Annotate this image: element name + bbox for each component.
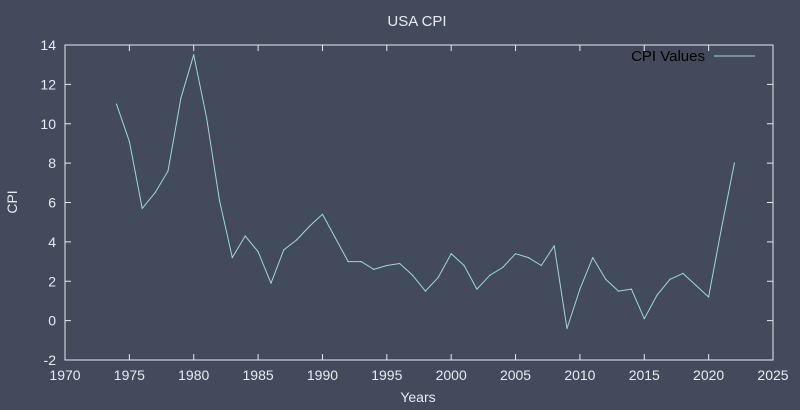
x-tick-label: 1995 [371,367,402,383]
x-tick-label: 2010 [564,367,595,383]
legend: CPI Values [631,48,755,65]
data-point [154,192,156,194]
data-point [270,282,272,284]
data-point [553,245,555,247]
data-point [489,274,491,276]
x-tick-label: 2015 [629,367,660,383]
y-tick-label: 6 [48,195,56,211]
y-tick-label: 12 [40,76,56,92]
data-point [231,257,233,259]
data-point [334,237,336,239]
y-tick-label: 0 [48,313,56,329]
x-tick-label: 2025 [757,367,788,383]
x-tick-label: 2020 [693,367,724,383]
data-point [115,103,118,105]
chart-title: USA CPI [387,13,446,30]
data-point [592,257,594,259]
data-point [605,278,607,280]
data-point [296,239,298,241]
series-layer [115,54,735,330]
data-point [579,288,581,290]
data-point [386,264,388,267]
data-point [360,260,362,263]
y-tick-label: 2 [48,273,56,289]
data-point [476,288,478,290]
data-point [373,268,375,271]
x-tick-label: 1985 [243,367,274,383]
data-point [514,253,517,255]
x-tick-label: 1975 [114,367,145,383]
y-tick-label: 8 [48,155,56,171]
y-axis-label: CPI [4,190,20,213]
data-point [411,274,414,276]
data-point [463,264,465,267]
data-point [733,162,735,164]
x-tick-label: 1990 [307,367,338,383]
data-point [695,284,697,286]
data-point [244,235,246,237]
data-point [527,257,530,259]
data-point [720,227,723,229]
data-point [321,213,324,215]
data-point [283,249,285,251]
data-point [656,294,658,296]
data-point [502,266,504,269]
y-tick-label: 10 [40,116,56,132]
data-point [218,199,221,202]
data-point [308,225,311,227]
data-point [141,207,143,210]
x-axis-ticks: 1970 1975 1980 1985 1990 1995 2000 2005 2010 2015… [49,45,789,383]
y-tick-label: 14 [40,37,56,53]
data-point [540,264,542,267]
data-point [566,327,568,330]
data-point [708,296,710,298]
x-tick-label: 1980 [178,367,209,383]
data-point [450,253,452,255]
data-point [180,97,182,99]
data-point [437,276,439,278]
data-point [399,262,401,265]
data-point [617,290,620,292]
data-point [347,260,349,263]
data-point [193,54,195,56]
data-point [643,318,645,320]
x-tick-label: 1970 [49,367,80,383]
data-point [206,117,208,119]
data-point [630,288,633,290]
data-point [128,140,130,143]
data-point [424,290,427,292]
y-tick-label: 4 [48,234,56,250]
legend-label: CPI Values [631,48,705,65]
data-point [167,170,169,172]
y-tick-label: -2 [44,352,57,368]
x-tick-label: 2000 [436,367,467,383]
data-point [682,272,684,274]
y-axis-ticks: -2 0 2 4 6 8 10 12 14 [40,37,773,368]
x-tick-label: 2005 [500,367,531,383]
data-point [257,251,259,253]
data-point [669,278,671,280]
x-axis-label: Years [400,389,435,405]
